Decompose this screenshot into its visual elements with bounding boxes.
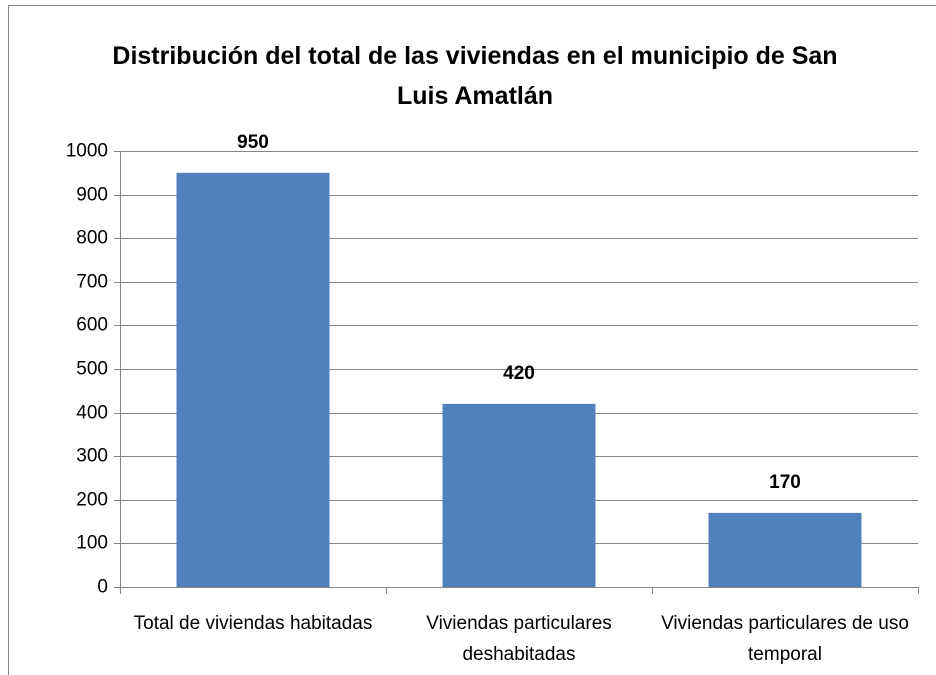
x-tick-label: Viviendas particulares de uso temporal [661, 613, 909, 665]
y-tick-label: 500 [76, 359, 108, 380]
data-label: 950 [237, 132, 269, 153]
bar [442, 403, 596, 587]
x-tick-label: Viviendas particulares deshabitadas [426, 613, 612, 665]
data-label: 420 [503, 363, 535, 384]
y-tick-label: 800 [76, 228, 108, 249]
y-tick-label: 0 [97, 577, 108, 598]
y-tick-label: 400 [76, 403, 108, 424]
chart-title: Distribución del total de las viviendas … [112, 42, 838, 110]
y-tick-label: 200 [76, 490, 108, 511]
data-label: 170 [769, 472, 801, 493]
y-tick-label: 1000 [66, 141, 108, 162]
y-tick-label: 700 [76, 272, 108, 293]
bar [708, 512, 862, 587]
y-tick-label: 100 [76, 533, 108, 554]
y-tick-label: 900 [76, 185, 108, 206]
y-tick-label: 300 [76, 446, 108, 467]
bar [176, 172, 330, 588]
y-tick-label: 600 [76, 315, 108, 336]
x-tick-label: Total de viviendas habitadas [133, 613, 373, 634]
